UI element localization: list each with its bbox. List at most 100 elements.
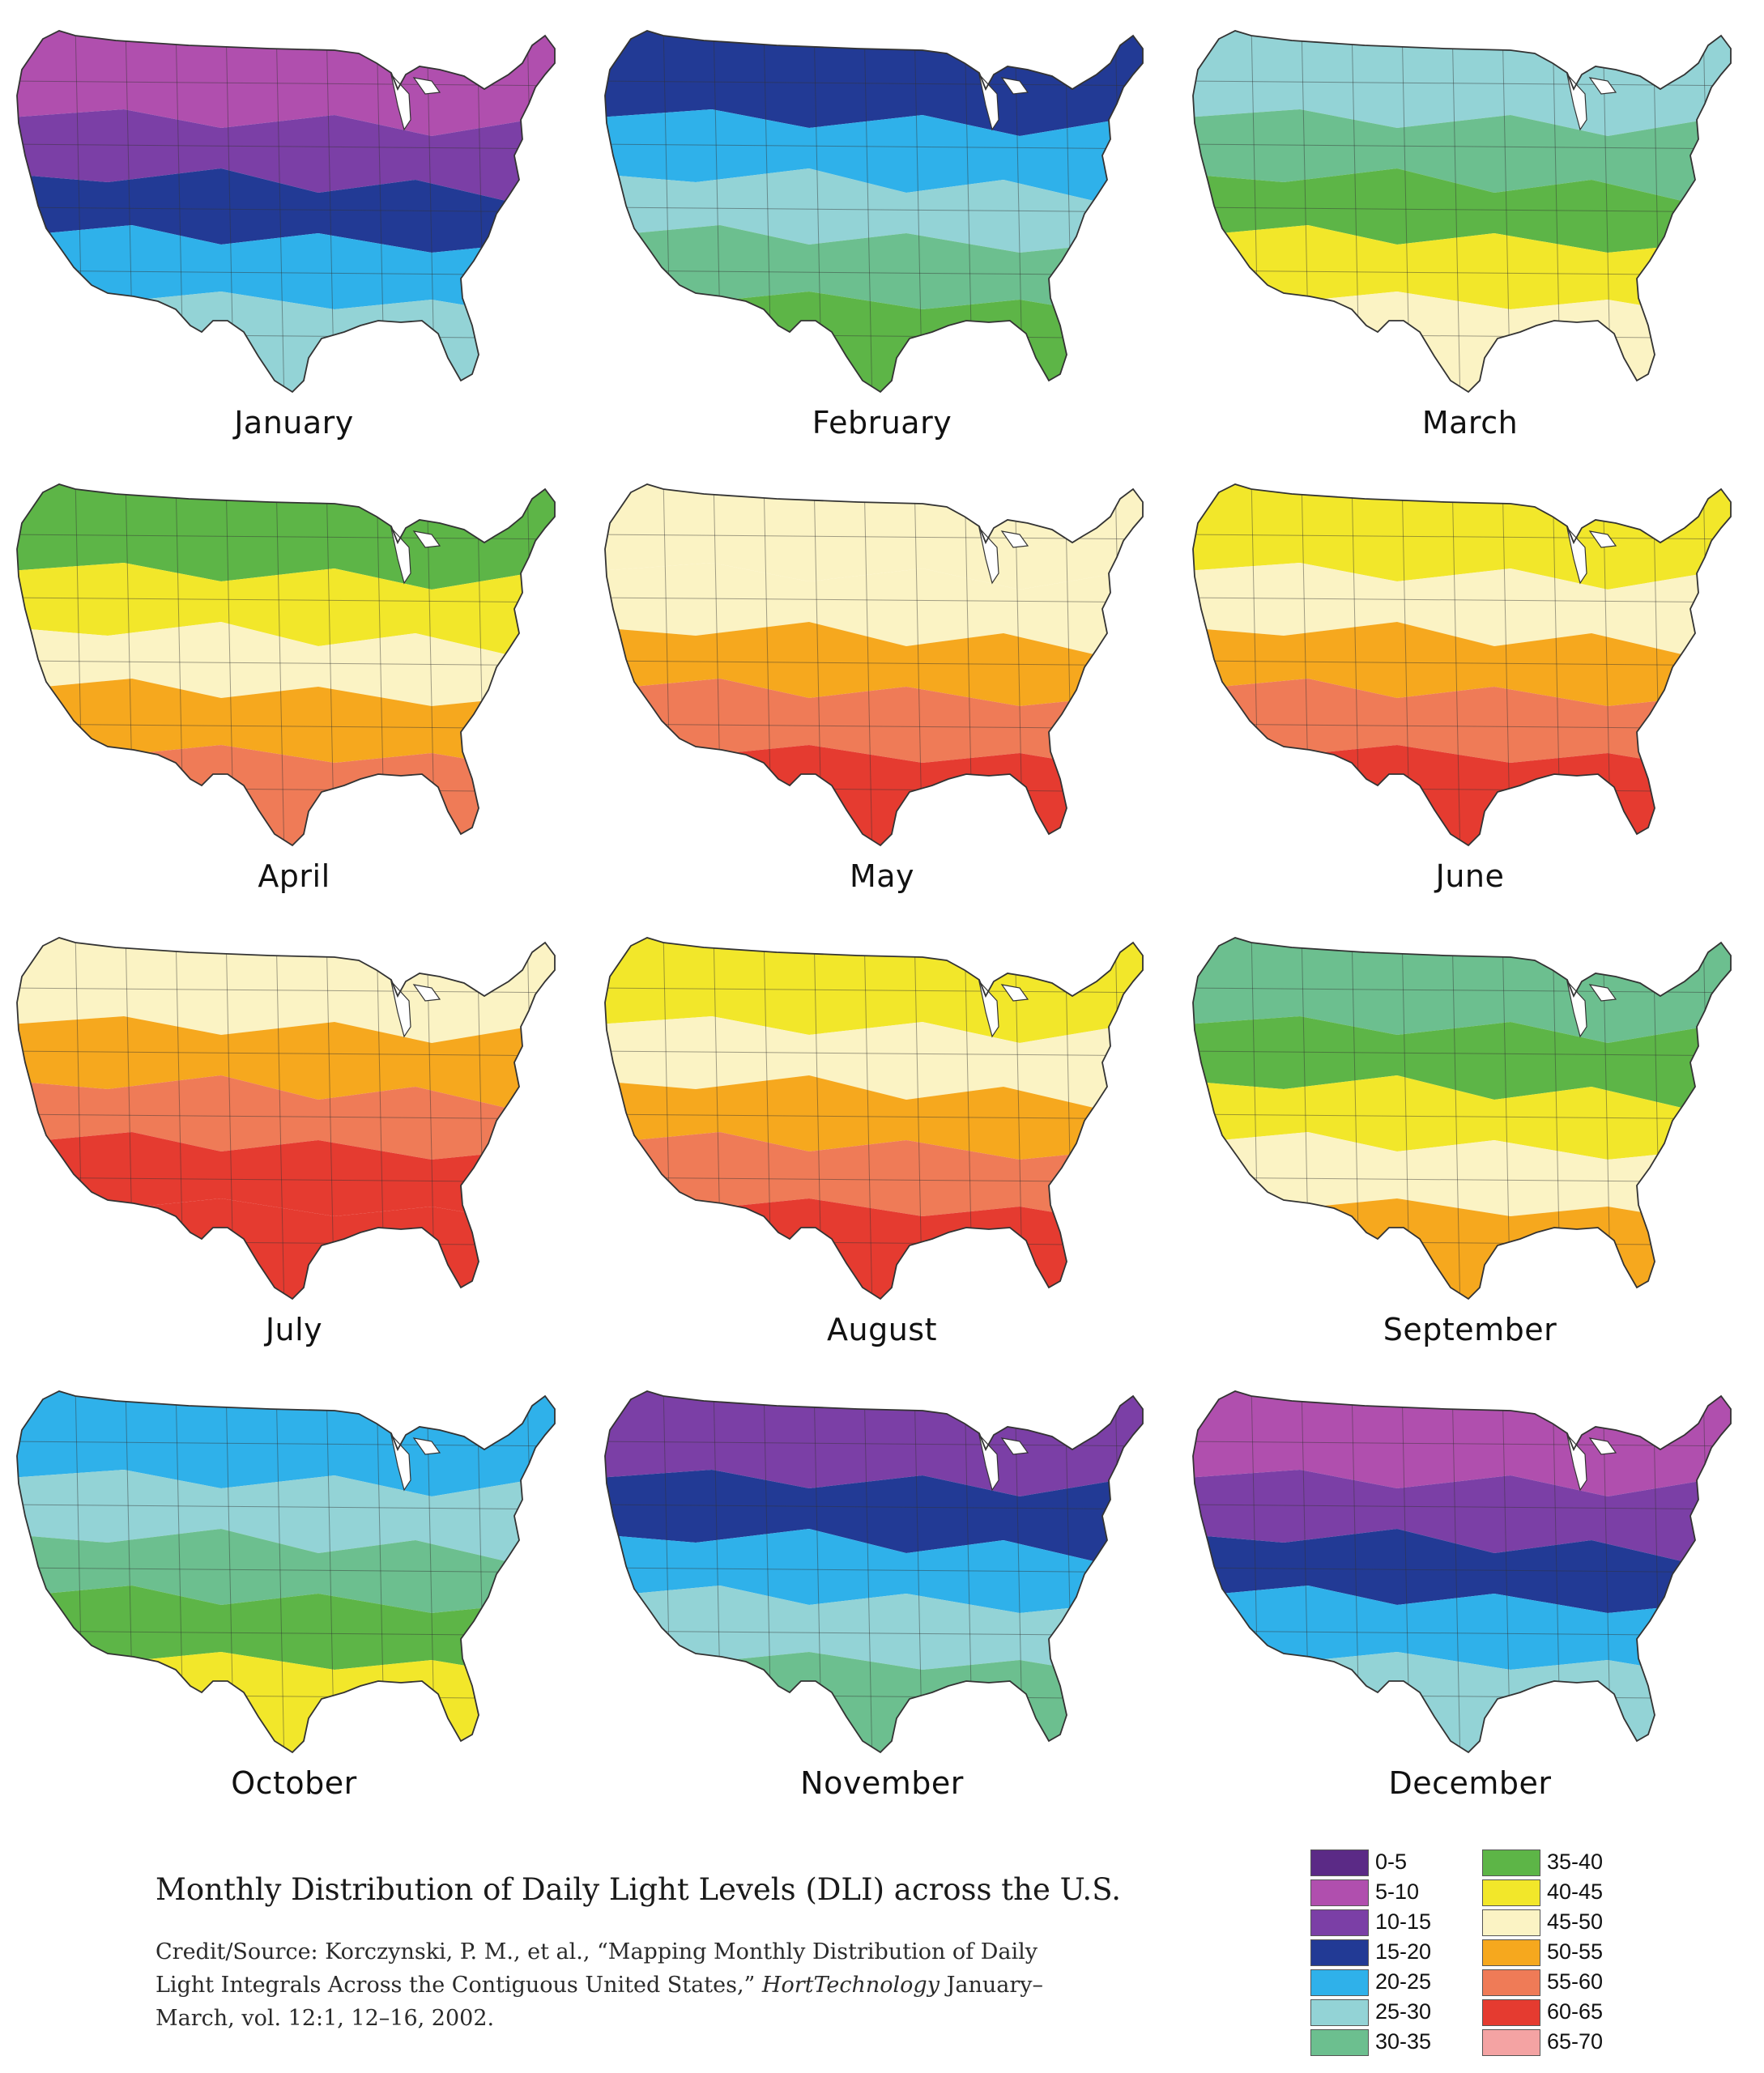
great-lakes xyxy=(1566,1432,1617,1492)
legend-swatch xyxy=(1310,1850,1369,1876)
legend-item: 20-25 xyxy=(1310,1968,1489,1998)
dli-map-march xyxy=(1187,30,1753,402)
dli-zone-35-40 xyxy=(605,285,1143,392)
state-border xyxy=(275,1391,285,1752)
legend-item: 50-55 xyxy=(1482,1938,1660,1968)
state-border xyxy=(1187,397,1753,402)
legend-label: 10-15 xyxy=(1375,1909,1432,1934)
state-border xyxy=(1187,1757,1753,1762)
month-panel-december: December xyxy=(1176,1360,1764,1814)
dli-zone-30-35 xyxy=(605,225,1143,316)
dli-zone-35-40 xyxy=(17,1586,555,1676)
legend-label: 65-70 xyxy=(1547,2029,1604,2054)
dli-zone-30-35 xyxy=(17,1529,555,1613)
dli-map-may xyxy=(599,483,1165,855)
dli-zone-60-65 xyxy=(605,739,1143,845)
dli-zone-50-55 xyxy=(17,679,555,769)
dli-zone-45-50 xyxy=(1193,285,1731,392)
legend-label: 20-25 xyxy=(1375,1969,1432,1994)
dli-zone-25-30 xyxy=(17,1470,555,1563)
state-border xyxy=(863,1391,873,1752)
us-outline xyxy=(1192,30,1732,394)
dli-zone-30-35 xyxy=(605,1645,1143,1752)
us-outline xyxy=(604,483,1144,847)
dli-zone-60-65 xyxy=(17,1132,555,1223)
state-border xyxy=(1193,660,1731,666)
dli-zone-20-25 xyxy=(605,109,1143,202)
state-border xyxy=(605,206,1143,213)
state-border xyxy=(1193,206,1731,213)
month-label: January xyxy=(234,405,354,441)
state-border xyxy=(1193,1113,1731,1120)
great-lakes xyxy=(978,979,1029,1038)
state-border xyxy=(17,597,555,603)
state-border xyxy=(1451,1391,1461,1752)
dli-zone-40-45 xyxy=(17,1645,555,1752)
legend-swatch xyxy=(1482,1879,1540,1906)
us-outline xyxy=(16,483,556,847)
us-outline xyxy=(1192,483,1732,847)
legend-swatch xyxy=(1482,2029,1540,2056)
legend-swatch xyxy=(1482,1939,1540,1966)
state-border xyxy=(605,1050,1143,1057)
us-outline xyxy=(604,1390,1144,1754)
legend-label: 40-45 xyxy=(1547,1879,1604,1904)
month-label: February xyxy=(812,405,952,441)
legend-item: 35-40 xyxy=(1482,1848,1660,1878)
dli-map-october xyxy=(16,1390,556,1754)
great-lakes xyxy=(1566,979,1617,1038)
great-lakes xyxy=(390,979,441,1038)
state-border xyxy=(599,850,1165,855)
dli-legend: 0-5 5-10 10-15 15-20 20-25 25-30 30-35 35-40 40… xyxy=(1310,1848,1748,2067)
legend-label: 15-20 xyxy=(1375,1939,1432,1964)
state-border xyxy=(17,660,555,666)
dli-zone-20-25 xyxy=(17,225,555,316)
state-border xyxy=(863,938,873,1299)
month-label: August xyxy=(827,1312,937,1347)
state-border xyxy=(863,484,873,845)
legend-item: 10-15 xyxy=(1310,1908,1489,1938)
dli-zone-45-50 xyxy=(1193,563,1731,656)
legend-swatch xyxy=(1310,2029,1369,2056)
month-label: April xyxy=(258,858,330,894)
dli-zone-40-45 xyxy=(1193,225,1731,316)
legend-item: 30-35 xyxy=(1310,2028,1489,2058)
legend-item: 5-10 xyxy=(1310,1878,1489,1908)
state-border xyxy=(1451,938,1461,1299)
great-lakes xyxy=(390,526,441,585)
dli-zone-45-50 xyxy=(605,563,1143,656)
legend-swatch xyxy=(1482,1969,1540,1996)
month-panel-august: August xyxy=(588,907,1176,1360)
dli-map-august xyxy=(599,937,1165,1309)
month-label: July xyxy=(265,1312,323,1347)
legend-column-right: 35-40 40-45 45-50 50-55 55-60 60-65 65-70 xyxy=(1482,1848,1660,2058)
dli-zone-30-35 xyxy=(1193,109,1731,202)
state-border xyxy=(1193,1567,1731,1573)
month-label: November xyxy=(800,1765,964,1801)
dli-zone-60-65 xyxy=(17,1192,555,1299)
dli-map-july xyxy=(11,937,577,1309)
legend-swatch xyxy=(1482,1909,1540,1936)
dli-map-february xyxy=(599,30,1165,402)
month-label: December xyxy=(1388,1765,1552,1801)
dli-zone-50-55 xyxy=(605,622,1143,706)
state-border xyxy=(599,397,1165,402)
figure-title: Monthly Distribution of Daily Light Leve… xyxy=(156,1872,1121,1907)
state-border xyxy=(17,1050,555,1057)
credit-text: Credit/Source: Korczynski, P. M., et al.… xyxy=(156,1939,1038,1998)
state-border xyxy=(863,31,873,392)
dli-zone-25-30 xyxy=(605,1586,1143,1676)
dli-map-december xyxy=(1187,1390,1753,1762)
legend-label: 5-10 xyxy=(1375,1879,1420,1904)
legend-item: 55-60 xyxy=(1482,1968,1660,1998)
dli-map-april xyxy=(11,483,577,855)
month-panel-february: February xyxy=(588,0,1176,453)
legend-swatch xyxy=(1310,1909,1369,1936)
state-border xyxy=(605,597,1143,603)
state-border xyxy=(11,1304,577,1309)
state-border xyxy=(11,850,577,855)
state-border xyxy=(599,1304,1165,1309)
state-border xyxy=(1187,850,1753,855)
dli-zone-60-65 xyxy=(605,1192,1143,1299)
month-panel-november: November xyxy=(588,1360,1176,1814)
